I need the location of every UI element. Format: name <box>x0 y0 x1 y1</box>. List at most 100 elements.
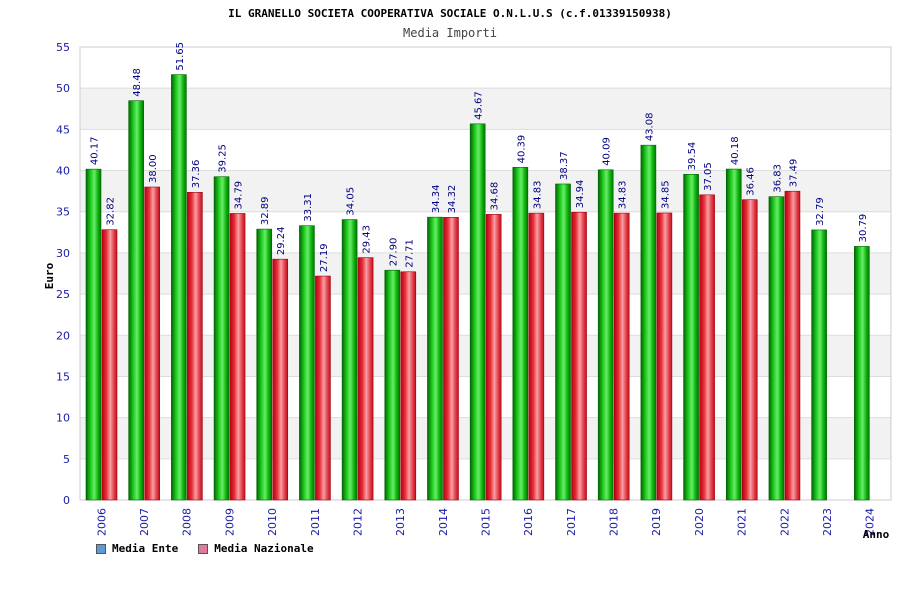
legend-item-media-nazionale: Media Nazionale <box>198 542 314 555</box>
data-label: 36.83 <box>772 164 783 193</box>
y-tick-label: 35 <box>56 206 70 219</box>
data-label: 32.79 <box>815 197 826 226</box>
x-tick-label: 2015 <box>480 508 493 536</box>
data-label: 27.90 <box>388 238 399 267</box>
bar-media-ente <box>640 144 657 501</box>
x-tick-label: 2022 <box>778 508 791 536</box>
grid-band <box>80 88 891 130</box>
bar-media-nazionale <box>613 212 630 501</box>
legend-swatch <box>96 543 106 554</box>
data-label: 40.17 <box>90 137 101 166</box>
data-label: 37.36 <box>191 160 202 189</box>
bar-media-nazionale <box>784 190 801 501</box>
legend: Media Ente Media Nazionale <box>96 542 314 555</box>
legend-label: Media Nazionale <box>214 542 314 555</box>
x-tick-label: 2023 <box>821 508 834 536</box>
bar-media-ente <box>512 167 529 501</box>
bar-media-nazionale <box>528 212 545 501</box>
x-tick-label: 2018 <box>608 508 621 536</box>
legend-label: Media Ente <box>112 542 179 555</box>
grid-band <box>80 47 891 89</box>
bar-media-nazionale <box>443 217 459 501</box>
y-tick-label: 5 <box>63 453 70 466</box>
bar-media-ente <box>299 225 315 501</box>
data-label: 33.31 <box>303 193 314 222</box>
bar-media-nazionale <box>571 211 587 501</box>
bar-media-nazionale <box>315 275 331 501</box>
bar-media-ente <box>384 269 401 501</box>
data-label: 27.19 <box>319 243 330 272</box>
data-label: 36.46 <box>746 167 757 196</box>
chart-subtitle: Media Importi <box>403 26 497 40</box>
bar-media-ente <box>597 169 614 501</box>
bar-media-nazionale <box>144 186 160 501</box>
bar-media-ente <box>768 196 785 501</box>
x-tick-label: 2020 <box>693 508 706 536</box>
data-label: 34.94 <box>575 180 586 209</box>
y-axis-label: Euro <box>43 262 56 289</box>
bar-media-nazionale <box>485 214 502 501</box>
bar-media-nazionale <box>741 199 758 501</box>
bar-media-ente <box>469 123 486 501</box>
x-tick-label: 2017 <box>565 508 578 536</box>
y-tick-label: 30 <box>56 247 70 260</box>
bar-media-nazionale <box>272 258 289 501</box>
x-tick-label: 2019 <box>650 508 663 536</box>
data-label: 34.05 <box>346 187 357 216</box>
y-tick-label: 0 <box>63 494 70 507</box>
legend-swatch <box>198 543 209 554</box>
grid-band <box>80 129 891 171</box>
x-tick-label: 2012 <box>351 508 364 536</box>
bar-media-ente <box>256 228 273 501</box>
x-tick-label: 2013 <box>394 508 407 536</box>
bar-media-ente <box>811 229 827 501</box>
y-tick-label: 20 <box>56 329 70 342</box>
y-tick-label: 45 <box>56 123 70 136</box>
data-label: 37.49 <box>788 159 799 188</box>
y-tick-label: 55 <box>56 41 70 54</box>
legend-item-media-ente: Media Ente <box>96 542 178 555</box>
x-tick-label: 2010 <box>266 508 279 536</box>
data-label: 30.79 <box>858 214 869 243</box>
bar-media-nazionale <box>187 191 203 501</box>
x-axis: 2006 2007 2008 2009 2010 2011 2012 2013 2014 2015… <box>95 508 876 536</box>
data-label: 27.71 <box>404 239 415 268</box>
bar-media-ente <box>427 216 443 501</box>
data-label: 29.43 <box>362 225 373 254</box>
data-label: 45.67 <box>474 91 485 120</box>
data-label: 34.32 <box>447 185 458 214</box>
bar-media-ente <box>683 174 699 501</box>
data-label: 34.83 <box>618 180 629 209</box>
bar-media-ente <box>341 219 358 501</box>
data-label: 34.85 <box>660 180 671 209</box>
x-tick-label: 2016 <box>522 508 535 536</box>
chart-title: IL GRANELLO SOCIETA COOPERATIVA SOCIALE … <box>228 7 672 20</box>
bars: 40.17 32.82 48.48 38.00 51.65 37.36 39.25 34.79… <box>85 42 870 501</box>
bar-media-ente <box>725 168 742 501</box>
data-label: 32.82 <box>106 197 117 226</box>
x-tick-label: 2011 <box>309 508 322 536</box>
bar-media-nazionale <box>656 212 673 501</box>
data-label: 37.05 <box>703 162 714 191</box>
x-tick-label: 2008 <box>181 508 194 536</box>
data-label: 51.65 <box>175 42 186 71</box>
data-label: 40.18 <box>730 136 741 165</box>
bar-media-ente <box>555 183 571 501</box>
bar-media-nazionale <box>101 229 118 501</box>
bar-media-ente <box>213 176 230 501</box>
data-label: 38.37 <box>559 151 570 180</box>
bar-media-nazionale <box>357 257 374 501</box>
x-tick-label: 2021 <box>736 508 749 536</box>
data-label: 34.34 <box>431 185 442 214</box>
x-tick-label: 2024 <box>864 508 877 536</box>
data-label: 34.83 <box>532 180 543 209</box>
data-label: 43.08 <box>644 113 655 142</box>
data-label: 32.89 <box>260 196 271 225</box>
plot-frame <box>79 46 892 501</box>
bar-media-nazionale <box>229 213 246 501</box>
y-axis: 0 5 10 15 20 25 30 35 40 45 50 55 <box>56 41 70 507</box>
x-tick-label: 2009 <box>223 508 236 536</box>
data-label: 48.48 <box>132 68 143 97</box>
bar-media-ente <box>171 74 187 501</box>
